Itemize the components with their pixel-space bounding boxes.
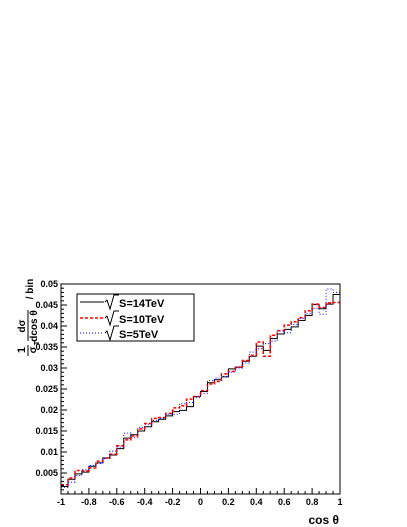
x-tick-label: 0.6 — [278, 497, 291, 507]
legend-label-14tev: S=14TeV — [119, 298, 165, 310]
y-tick-label: 0.04 — [40, 321, 58, 331]
y-tick-label: 0.025 — [35, 384, 58, 394]
tick-labels-layer: -1 -0.8 -0.6 -0.4 -0.2 0 0.2 0.4 0.6 0.8 1 0.005 0.0… — [35, 279, 342, 507]
x-tick-label: -0.6 — [109, 497, 125, 507]
x-tick-label: 0.8 — [306, 497, 319, 507]
y-tick-label: 0.03 — [40, 363, 58, 373]
y-axis-label-num: dσ — [17, 319, 28, 332]
ticks-layer — [60, 283, 341, 494]
x-tick-label: -0.8 — [81, 497, 97, 507]
legend-label-10tev: S=10TeV — [119, 314, 165, 326]
legend: S=14TeV S=10TeV S=5TeV — [76, 293, 195, 342]
x-tick-label: 1 — [337, 497, 342, 507]
series-s-5tev — [61, 288, 340, 488]
legend-label-5tev: S=5TeV — [119, 329, 159, 341]
y-tick-label: 0.045 — [35, 300, 58, 310]
y-tick-label: 0.005 — [35, 468, 58, 478]
x-tick-label: -0.2 — [165, 497, 181, 507]
x-tick-label: 0.2 — [222, 497, 235, 507]
legend-sqrt-10tev — [104, 310, 119, 327]
y-axis-label-suffix: / bin — [25, 279, 36, 300]
y-tick-label: 0.02 — [40, 405, 58, 415]
y-axis-label-sub: T — [34, 340, 41, 345]
x-axis-label: cos θ — [309, 513, 340, 527]
x-tick-label: 0.4 — [250, 497, 263, 507]
y-axis-label-den: dcos θ — [29, 310, 40, 342]
x-tick-label: 0 — [198, 497, 203, 507]
x-tick-label: -0.4 — [137, 497, 153, 507]
y-axis-label: 1 σ T dσ dcos θ / bin — [16, 279, 41, 356]
y-axis-label-one: 1 — [16, 347, 28, 353]
legend-sqrt-14tev — [104, 294, 119, 311]
legend-sqrt-5tev — [104, 325, 119, 342]
x-tick-label: -1 — [57, 497, 65, 507]
y-tick-label: 0.01 — [40, 447, 58, 457]
y-tick-label: 0.035 — [35, 342, 58, 352]
y-tick-label: 0.05 — [40, 279, 58, 289]
series-layer — [61, 288, 340, 488]
y-tick-label: 0.015 — [35, 426, 58, 436]
y-axis-label-sigma: σ — [28, 346, 39, 353]
